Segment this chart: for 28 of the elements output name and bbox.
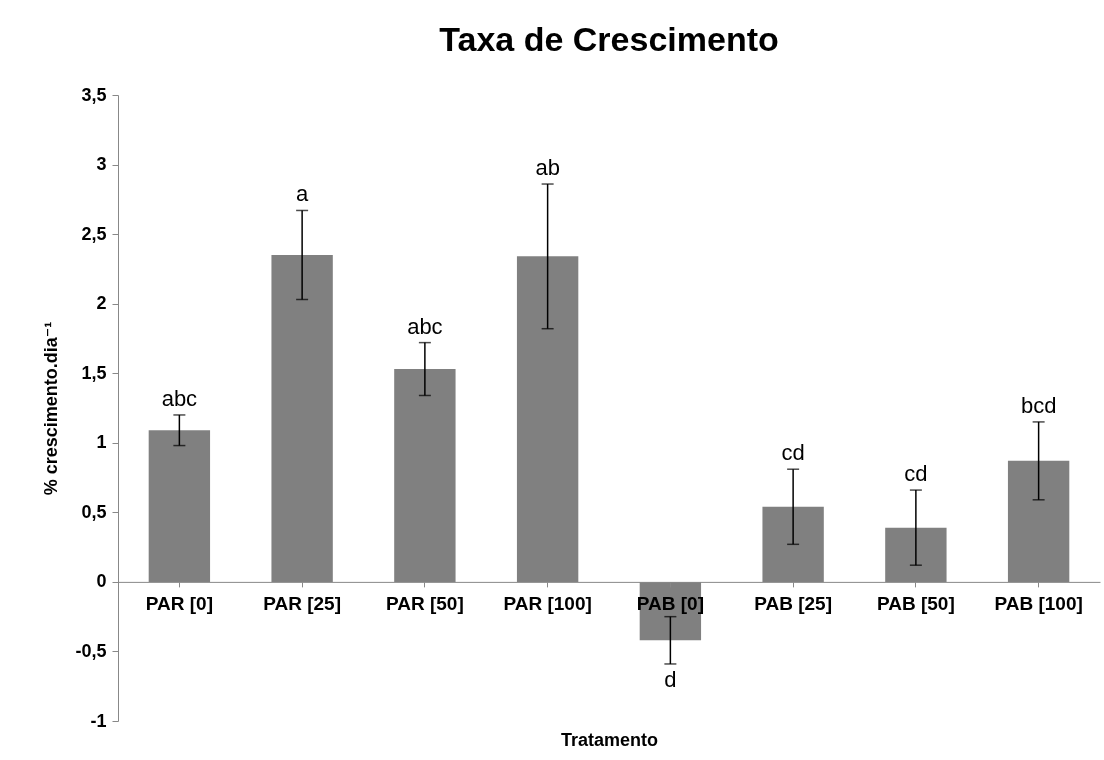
annotation: abc [407,313,443,339]
x-tick-label: PAB [25] [754,593,833,615]
x-tick-label: PAR [0] [145,593,213,615]
y-tick-label: 0,5 [81,501,107,522]
annotation: cd [904,461,928,487]
annotation: ab [535,155,560,181]
y-tick-label: 3 [96,154,107,175]
y-axis-title: % crescimento.dia⁻¹ [41,321,62,496]
annotation: abc [161,385,198,411]
x-tick-label: PAB [50] [876,593,955,615]
x-tick-label: PAR [100] [503,593,592,615]
annotation: d [664,666,677,692]
annotation: a [296,181,309,207]
annotation: cd [781,440,805,466]
y-tick-label: -0,5 [75,640,107,661]
annotation: bcd [1020,392,1057,418]
x-tick-label: PAB [100] [994,593,1083,615]
y-tick-label: 3,5 [81,84,107,105]
x-tick-label: PAR [25] [263,593,342,615]
y-tick-label: -1 [90,710,107,731]
y-tick-label: 1,5 [81,362,107,383]
y-tick-label: 2,5 [81,223,107,244]
x-tick-label: PAR [50] [385,593,464,615]
y-tick-label: 2 [96,293,107,314]
y-tick-label: 0 [96,571,107,592]
y-tick-label: 1 [96,432,107,453]
chart-title: Taxa de Crescimento [439,20,779,58]
x-axis-title: Tratamento [560,729,659,750]
